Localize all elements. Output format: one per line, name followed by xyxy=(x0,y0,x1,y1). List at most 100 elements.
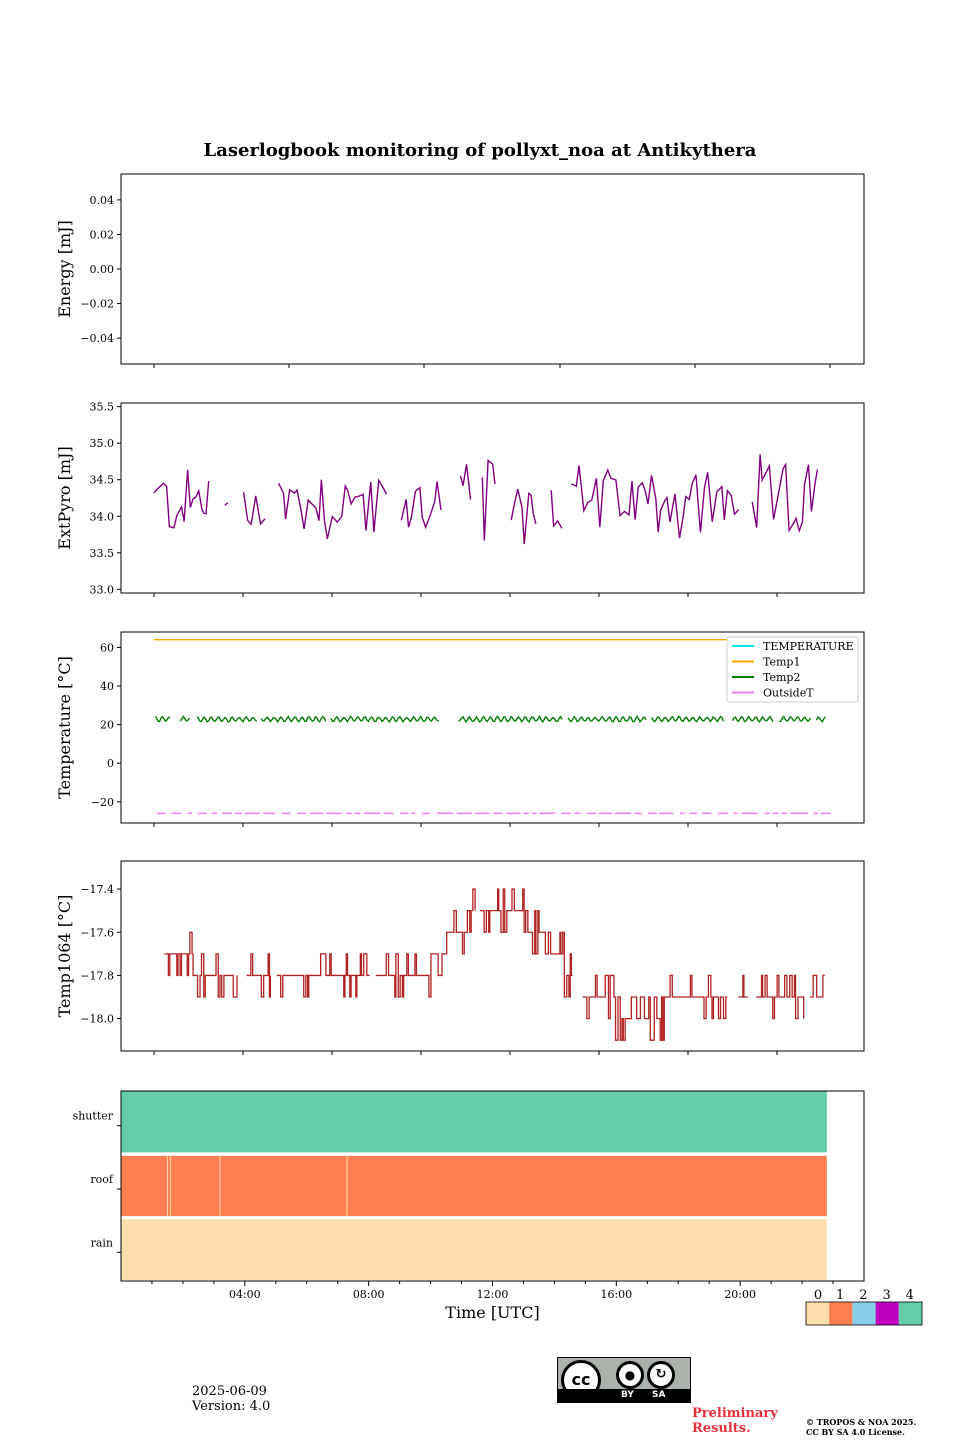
temp2-line xyxy=(458,715,563,724)
y-tick-label: 34.0 xyxy=(90,510,115,523)
x-tick-label: 12:00 xyxy=(477,1288,509,1301)
x-tick-label: 04:00 xyxy=(229,1288,261,1301)
by-person-icon: ● xyxy=(616,1361,644,1389)
legend-entry: TEMPERATURE xyxy=(763,640,854,653)
y-tick-label: 0.00 xyxy=(90,263,115,276)
panel-frame xyxy=(120,402,865,594)
colorbar-cell xyxy=(898,1302,922,1325)
extpyro-line xyxy=(510,488,537,545)
cc-badge-bar xyxy=(558,1389,690,1402)
extpyro-line xyxy=(550,490,563,529)
y-tick-label: −18.0 xyxy=(80,1013,114,1026)
cc-license-badge: cc ● ↻ BY SA xyxy=(557,1357,691,1403)
row-label: shutter xyxy=(73,1110,114,1123)
panel-frame xyxy=(120,631,865,824)
y-tick-label: 33.0 xyxy=(90,583,115,596)
copyright-line-1: © TROPOS & NOA 2025. xyxy=(806,1417,917,1427)
temp2-line xyxy=(260,715,327,724)
colorbar-cell xyxy=(829,1302,853,1325)
figure-title: Laserlogbook monitoring of pollyxt_noa a… xyxy=(203,140,757,161)
sa-share-icon: ↻ xyxy=(647,1361,675,1389)
extpyro-line xyxy=(459,464,472,500)
y-tick-label: 33.5 xyxy=(90,547,115,560)
y-tick-label: −17.8 xyxy=(80,969,114,982)
cc-sa-label: SA xyxy=(652,1390,666,1400)
panel-frame xyxy=(120,173,865,365)
extpyro-line xyxy=(224,502,229,506)
row-label: roof xyxy=(90,1173,114,1186)
colorbar-tick-label: 4 xyxy=(906,1288,914,1303)
colorbar-cell xyxy=(806,1302,830,1325)
colorbar-frame xyxy=(805,1301,923,1326)
legend-entry: Temp2 xyxy=(763,671,800,684)
cc-by-label: BY xyxy=(621,1390,634,1400)
y-tick-label: 35.0 xyxy=(90,437,115,450)
temp2-line xyxy=(196,715,258,723)
y-tick-label: 60 xyxy=(100,641,114,654)
temp1064-line xyxy=(756,974,805,1020)
footer-date: 2025-06-09 xyxy=(192,1384,267,1399)
temp2-line xyxy=(330,715,440,724)
extpyro-line xyxy=(277,478,388,539)
y-tick-label: −20 xyxy=(91,796,114,809)
temp1064-line xyxy=(375,888,476,998)
y-tick-label: 35.5 xyxy=(90,401,115,414)
extpyro-line xyxy=(242,492,266,526)
y-tick-label: −17.6 xyxy=(80,926,114,939)
y-tick-label: 0.04 xyxy=(90,194,115,207)
y-tick-label: 34.5 xyxy=(90,474,115,487)
colorbar-tick-label: 1 xyxy=(836,1288,844,1303)
colorbar-cell xyxy=(852,1302,876,1325)
temp2-line xyxy=(179,715,190,722)
temp1064-line xyxy=(246,953,272,998)
y-tick-label: 20 xyxy=(100,719,114,732)
copyright-note: © TROPOS & NOA 2025. CC BY SA 4.0 Licens… xyxy=(806,1417,956,1437)
x-tick-label: 16:00 xyxy=(600,1288,632,1301)
y-axis-label: Energy [mJ] xyxy=(55,220,74,318)
panel-frame xyxy=(120,860,865,1052)
colorbar-cell xyxy=(875,1302,899,1325)
y-tick-label: −17.4 xyxy=(80,883,114,896)
status-row-roof xyxy=(121,1155,827,1217)
extpyro-line xyxy=(481,459,496,541)
copyright-line-2: CC BY SA 4.0 License. xyxy=(806,1427,905,1437)
extpyro-line xyxy=(571,465,740,539)
temp2-line xyxy=(779,715,812,723)
temp2-line xyxy=(815,716,826,723)
legend-entry: Temp1 xyxy=(763,656,800,669)
y-tick-label: −0.02 xyxy=(80,298,114,311)
preliminary-results-note: Preliminary Results. xyxy=(692,1406,778,1436)
row-label: rain xyxy=(91,1236,113,1249)
x-tick-label: 20:00 xyxy=(724,1288,756,1301)
y-axis-label: Temp1064 [°C] xyxy=(55,895,74,1018)
footer-version: Version: 4.0 xyxy=(192,1399,271,1414)
extpyro-line xyxy=(400,481,442,530)
cc-logo-icon: cc xyxy=(561,1360,601,1400)
y-tick-label: 0.02 xyxy=(90,228,115,241)
status-row-shutter xyxy=(121,1091,827,1153)
y-tick-label: −0.04 xyxy=(80,332,114,345)
temp2-line xyxy=(567,715,647,724)
status-row-rain xyxy=(121,1218,827,1280)
temp1064-line xyxy=(810,974,825,998)
y-tick-label: 40 xyxy=(100,680,114,693)
x-tick-label: 08:00 xyxy=(353,1288,385,1301)
y-axis-label: ExtPyro [mJ] xyxy=(55,446,74,549)
legend-entry: OutsideT xyxy=(763,687,814,700)
extpyro-line xyxy=(153,469,210,529)
y-tick-label: 0 xyxy=(107,757,114,770)
legend-box xyxy=(726,636,859,703)
temp2-line xyxy=(650,715,725,723)
temp1064-line xyxy=(164,931,238,998)
x-axis-label: Time [UTC] xyxy=(445,1303,539,1322)
temp1064-line xyxy=(276,953,370,998)
colorbar-tick-label: 0 xyxy=(814,1288,822,1303)
temp1064-line xyxy=(479,888,573,998)
temp1064-line xyxy=(738,974,748,998)
temp2-line xyxy=(154,715,171,723)
colorbar-tick-label: 3 xyxy=(882,1288,890,1303)
temp1064-line xyxy=(582,974,728,1041)
extpyro-line xyxy=(751,454,819,533)
colorbar-tick-label: 2 xyxy=(859,1288,867,1303)
